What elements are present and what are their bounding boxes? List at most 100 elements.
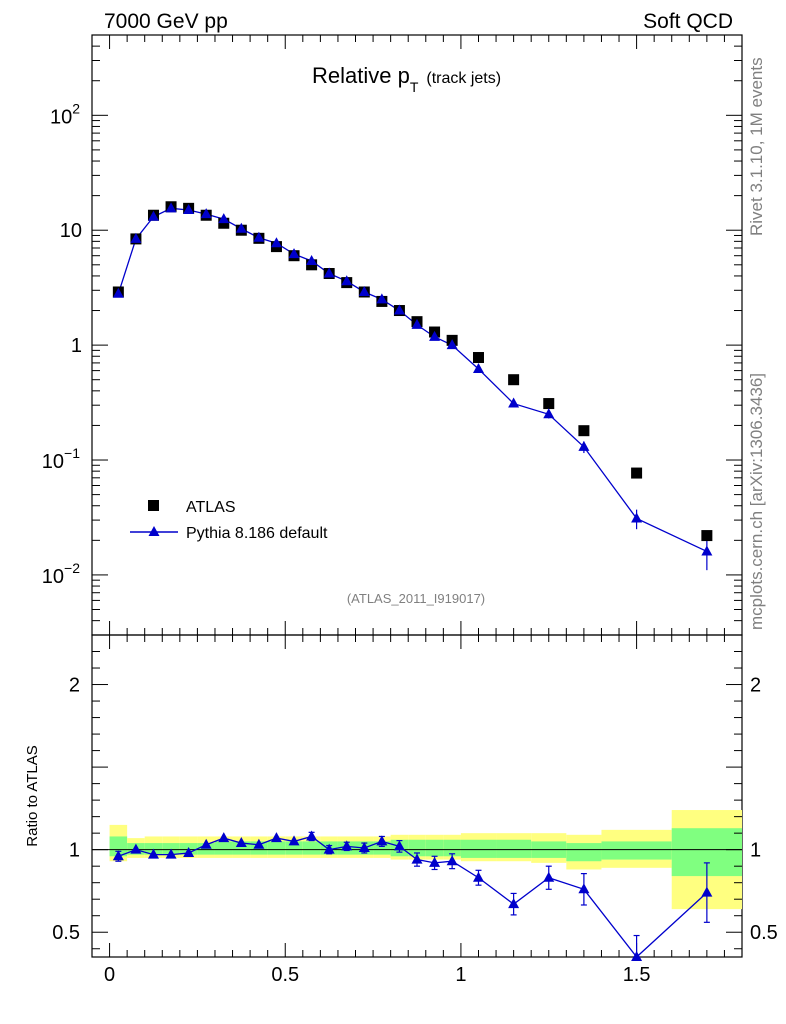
pythia-point (358, 285, 370, 296)
ratio-point (183, 846, 195, 857)
pythia-point (200, 208, 212, 219)
ratio-point (130, 843, 142, 854)
legend: ATLAS Pythia 8.186 default (130, 499, 328, 542)
ratio-point (323, 843, 335, 854)
pythia-point (446, 339, 458, 350)
ratio-point (393, 840, 405, 851)
ratio-data (112, 830, 713, 961)
ratio-point (147, 848, 159, 859)
header-right: Soft QCD (643, 10, 733, 33)
pythia-point (472, 362, 484, 373)
ratio-y-tick-label-right: 2 (750, 675, 761, 697)
mcplots-label: mcplots.cern.ch [arXiv:1306.3436] (747, 373, 766, 630)
title-main: Relative p (312, 63, 410, 88)
main-y-tick-label: 10 (60, 220, 82, 242)
ratio-band-green (425, 839, 444, 857)
ratio-tick-labels: 0.5 0.5 1 1 2 2 0 0.5 1 1.5 (52, 675, 778, 986)
pythia-point (393, 304, 405, 315)
main-y-tick-label: 10−2 (42, 560, 80, 588)
ratio-y-tick-label-right: 0.5 (750, 922, 778, 944)
ratio-band-green (460, 839, 497, 858)
ratio-point (358, 842, 370, 853)
main-y-tick-labels: 102 10 1 10−1 10−2 (42, 100, 82, 588)
ratio-band-green (408, 839, 426, 857)
pythia-point (183, 203, 195, 214)
ratio-ylabel: Ratio to ATLAS (24, 745, 41, 846)
ratio-point (701, 886, 713, 897)
ratio-point (165, 848, 177, 859)
ratio-point (429, 856, 441, 867)
pythia-point (341, 275, 353, 286)
ratio-point (411, 853, 423, 864)
x-tick-label: 0.5 (271, 964, 299, 986)
ratio-point (218, 832, 230, 843)
legend-marker-atlas (148, 500, 159, 511)
ratio-y-tick-label-left: 0.5 (52, 922, 80, 944)
x-tick-label: 1.5 (623, 964, 651, 986)
ratio-point (235, 837, 247, 848)
legend-label-pythia: Pythia 8.186 default (186, 525, 328, 542)
ratio-point (508, 898, 520, 909)
pythia-point (411, 318, 423, 329)
pythia-point (112, 287, 124, 298)
ratio-band-green (109, 836, 128, 857)
ratio-point (446, 855, 458, 866)
ratio-point (631, 951, 643, 961)
ratio-band-green (197, 843, 215, 855)
pythia-point (130, 232, 142, 243)
pythia-point (270, 237, 282, 248)
ratio-point (543, 871, 555, 882)
ratio-point (306, 830, 318, 841)
main-y-tick-label: 10−1 (42, 445, 80, 473)
atlas-point (543, 398, 555, 410)
pythia-point (165, 202, 177, 213)
pythia-point (578, 440, 590, 451)
ratio-y-tick-label-left: 1 (69, 840, 80, 862)
main-title: Relative pT (track jets) (312, 63, 501, 95)
pythia-point (631, 512, 643, 523)
ratio-line (118, 835, 708, 958)
header-left: 7000 GeV pp (104, 10, 228, 33)
legend-marker-pythia (148, 526, 160, 536)
ratio-point (472, 871, 484, 882)
pythia-point (429, 330, 441, 341)
rivet-label: Rivet 3.1.10, 1M events (747, 57, 766, 236)
main-y-tick-label: 102 (50, 100, 80, 128)
pythia-point (235, 222, 247, 233)
pythia-point (543, 408, 555, 419)
atlas-point (631, 467, 643, 479)
main-plot-frame (91, 34, 743, 636)
ratio-point (376, 835, 388, 846)
title-sub: T (410, 79, 419, 95)
main-y-tick-label: 1 (71, 335, 82, 357)
ratio-point (341, 840, 353, 851)
ratio-point (112, 850, 124, 861)
pythia-point (701, 545, 713, 556)
title-suffix: (track jets) (426, 70, 501, 87)
main-ticks (91, 34, 743, 636)
ratio-ticks (91, 634, 743, 957)
pythia-point (147, 210, 159, 221)
atlas-point (578, 425, 590, 437)
pythia-point (323, 267, 335, 278)
x-tick-label: 0 (104, 964, 115, 986)
ratio-band-green (566, 843, 602, 862)
ratio-y-tick-label-right: 1 (750, 840, 761, 862)
legend-label-atlas: ATLAS (186, 499, 236, 516)
atlas-point (472, 352, 484, 364)
atlas-point (701, 530, 713, 542)
ratio-y-tick-label-left: 2 (69, 675, 80, 697)
pythia-point (306, 254, 318, 265)
ratio-band-green (214, 841, 233, 855)
ratio-point (288, 835, 300, 846)
ratio-point (200, 838, 212, 849)
atlas-point (508, 374, 520, 386)
pythia-point (218, 213, 230, 224)
ratio-band-green (601, 841, 672, 860)
ratio-band-green (496, 839, 532, 858)
ratio-point (270, 832, 282, 843)
atlas-point (218, 217, 230, 229)
ratio-point (253, 838, 265, 849)
ratio-point (578, 883, 590, 894)
